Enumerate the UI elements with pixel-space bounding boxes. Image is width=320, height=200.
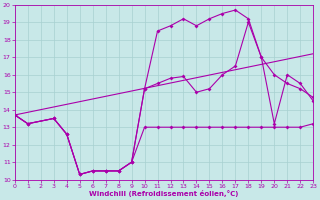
X-axis label: Windchill (Refroidissement éolien,°C): Windchill (Refroidissement éolien,°C): [89, 190, 239, 197]
